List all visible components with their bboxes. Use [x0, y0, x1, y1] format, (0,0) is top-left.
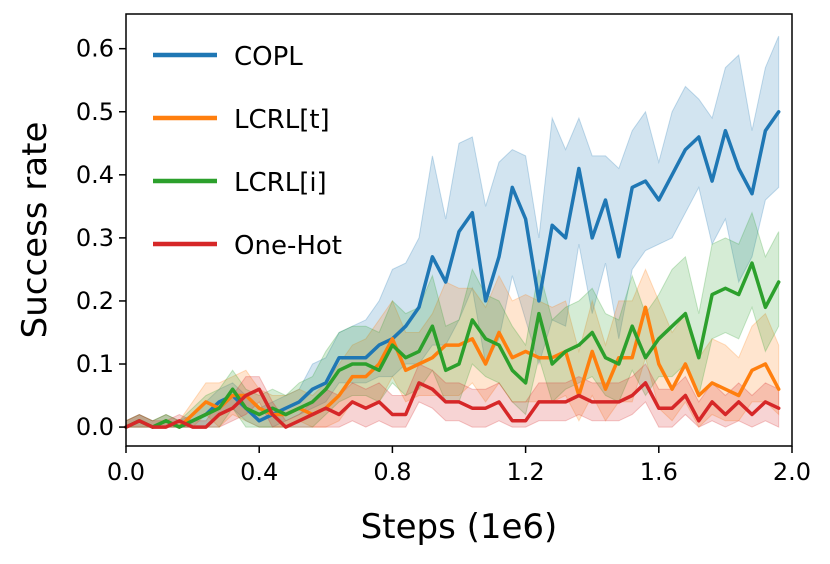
legend-label: LCRL[t]	[234, 105, 330, 135]
y-tick-label: 0.4	[76, 161, 114, 189]
line-series-2	[124, 261, 781, 429]
y-tick-label: 0.1	[76, 350, 114, 378]
y-tick-label: 0.6	[76, 35, 114, 63]
x-axis-ticks: 0.0 0.4 0.8 1.2 1.6 2.0	[107, 446, 811, 486]
line-series-0	[124, 110, 781, 429]
band-series-0	[125, 35, 780, 428]
y-axis-title: Success rate	[15, 122, 55, 339]
x-tick-label: 0.0	[107, 458, 145, 486]
legend-label: COPL	[234, 42, 303, 72]
confidence-bands	[125, 35, 780, 428]
plot-frame	[125, 13, 793, 447]
x-tick-label: 1.2	[507, 458, 545, 486]
legend-label: One-Hot	[234, 231, 342, 261]
y-tick-label: 0.5	[76, 98, 114, 126]
y-axis-ticks: 0.0 0.1 0.2 0.3 0.4 0.5 0.6	[76, 35, 126, 441]
line-series-3	[124, 381, 781, 429]
x-axis-title: Steps (1e6)	[361, 507, 558, 547]
x-tick-label: 2.0	[773, 458, 811, 486]
band-series-3	[125, 363, 780, 428]
x-tick-label: 1.6	[640, 458, 678, 486]
y-tick-label: 0.2	[76, 287, 114, 315]
legend: COPL LCRL[t] LCRL[i] One-Hot	[153, 42, 342, 261]
legend-label: LCRL[i]	[234, 168, 327, 198]
band-series-2	[125, 211, 780, 428]
x-tick-label: 0.8	[373, 458, 411, 486]
y-tick-label: 0.0	[76, 413, 114, 441]
line-series-1	[124, 305, 781, 429]
y-tick-label: 0.3	[76, 224, 114, 252]
x-tick-label: 0.4	[240, 458, 278, 486]
band-series-1	[125, 268, 780, 428]
series-lines	[124, 110, 781, 429]
